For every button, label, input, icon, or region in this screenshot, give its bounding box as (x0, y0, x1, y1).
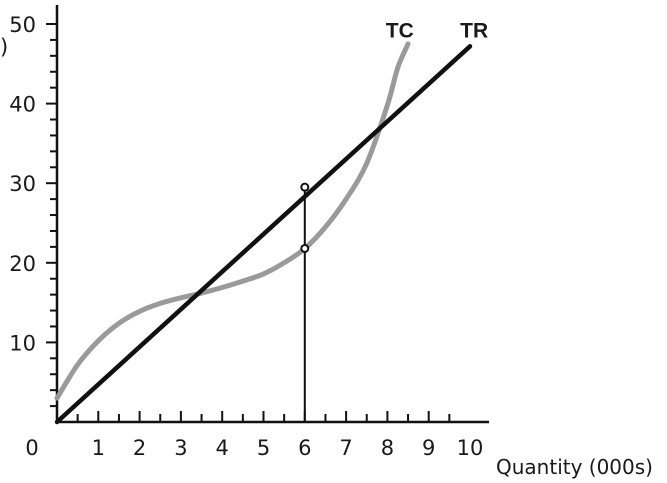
origin-label: 0 (25, 436, 38, 460)
x-tick-label: 8 (381, 436, 394, 460)
x-tick-label: 5 (257, 436, 270, 460)
ticks (46, 23, 451, 422)
y-tick-label: 20 (9, 252, 36, 276)
x-tick-label: 2 (133, 436, 146, 460)
marked-point (300, 182, 310, 192)
series-labels: TR TC (386, 19, 488, 42)
y-tick-label: 40 (9, 93, 36, 117)
x-tick-label: 10 (457, 436, 484, 460)
series-label-tc: TC (386, 19, 414, 42)
x-tick-label: 3 (174, 436, 187, 460)
series-line-tr (54, 44, 473, 425)
marked-point (300, 243, 310, 253)
y-tick-label: 50 (9, 13, 36, 37)
x-tick-label: 1 (92, 436, 105, 460)
series-label-tr: TR (460, 19, 488, 42)
axes (55, 5, 489, 424)
y-axis-label-fragment: ) (0, 35, 8, 59)
x-tick-label: 4 (216, 436, 229, 460)
x-tick-label: 9 (422, 436, 435, 460)
x-tick-label: 7 (339, 436, 352, 460)
series-line-tc (54, 41, 411, 401)
tick-labels: 1 2 3 4 5 6 7 8 9 10 10 20 30 40 50 (9, 13, 483, 460)
marked-points (300, 182, 310, 253)
y-tick-label: 10 (9, 331, 36, 355)
y-tick-label: 30 (9, 172, 36, 196)
x-axis-title: Quantity (000s) (496, 455, 653, 479)
x-tick-label: 6 (298, 436, 311, 460)
series-group (54, 41, 473, 425)
